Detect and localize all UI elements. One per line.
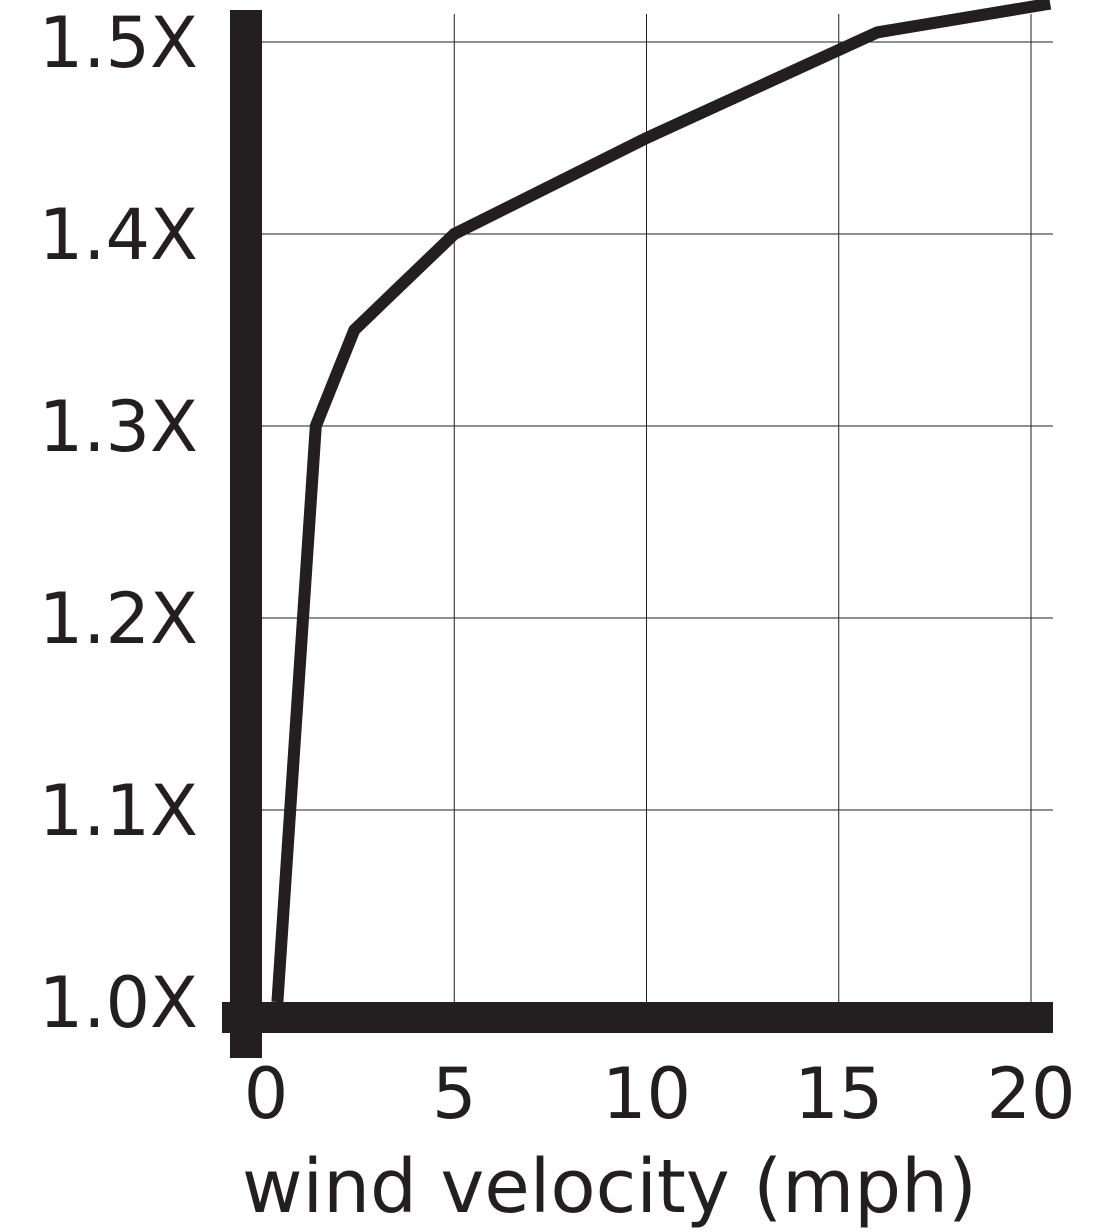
series-line-0	[271, 0, 1052, 1003]
x-tick-label: 15	[794, 1053, 883, 1135]
x-tick-label: 20	[986, 1053, 1075, 1135]
y-tick-label: 1.3X	[39, 386, 198, 468]
x-tick-label: 5	[432, 1053, 477, 1135]
y-tick-label: 1.4X	[39, 194, 198, 276]
x-axis-title: wind velocity (mph)	[242, 1144, 977, 1230]
series-layer	[271, 0, 1052, 1003]
y-tick-labels: 1.0X 1.1X 1.2X 1.3X 1.4X 1.5X	[39, 2, 198, 1044]
y-axis-line	[230, 10, 262, 1058]
x-tick-label: 0	[244, 1053, 289, 1135]
y-tick-label: 1.1X	[39, 770, 198, 852]
x-tick-labels: 0 5 10 15 20	[244, 1053, 1076, 1135]
gridlines	[262, 14, 1053, 1002]
y-tick-label: 1.2X	[39, 578, 198, 660]
axes	[222, 10, 1053, 1058]
y-tick-label: 1.0X	[39, 962, 198, 1044]
x-axis-line	[222, 1002, 1053, 1033]
y-tick-label: 1.5X	[39, 2, 198, 84]
x-tick-label: 10	[602, 1053, 691, 1135]
